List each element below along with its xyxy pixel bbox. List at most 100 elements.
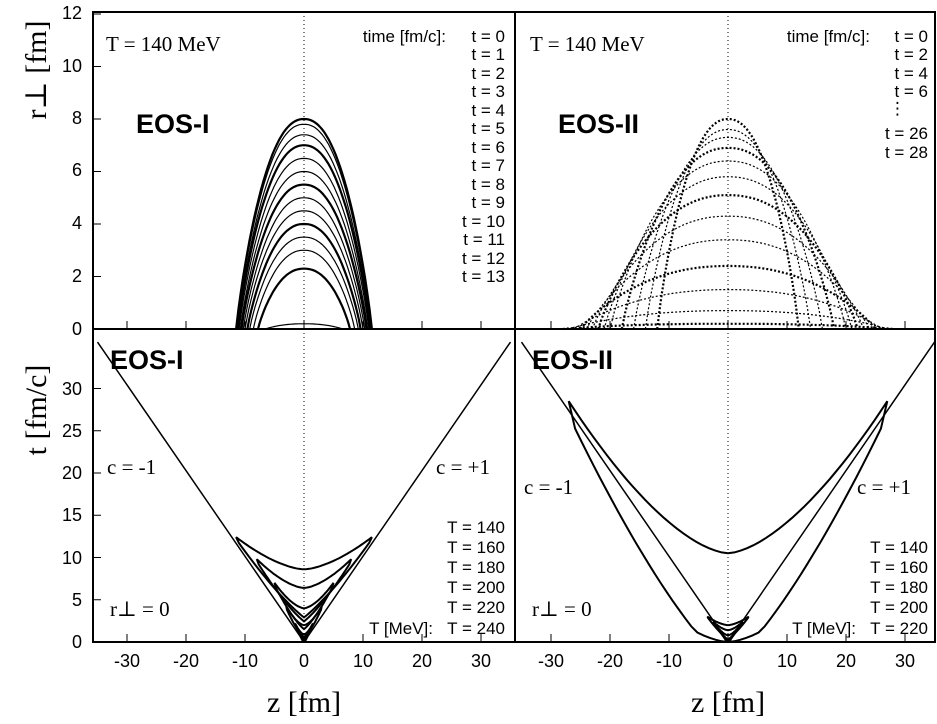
legend-entry: t = 4 <box>894 64 928 83</box>
bottom-y-tick-label: 20 <box>62 463 82 483</box>
expansion-front-eos1 <box>236 144 372 330</box>
expansion-front-eos1 <box>236 123 372 330</box>
legend-header: time [fm/c]: <box>787 27 870 46</box>
panel-title-bottom-right: EOS-II <box>532 345 613 375</box>
x-tick-label: 20 <box>836 651 856 671</box>
light-cone-line <box>303 341 512 643</box>
legend-entry: T = 160 <box>447 538 505 557</box>
legend-entry: t = 0 <box>471 27 505 46</box>
legend-entry: T = 220 <box>870 619 928 638</box>
bottom-y-tick-label: 10 <box>62 548 82 568</box>
panel-frame-top-right <box>514 11 936 330</box>
x-tick-label: 10 <box>353 651 373 671</box>
x-tick-label: 20 <box>412 651 432 671</box>
x-tick-labels-right: -30 -20 -10 0 10 20 30 <box>538 651 915 671</box>
x-axis-label-left: z [fm] <box>267 686 341 719</box>
expansion-front-eos2 <box>568 310 888 330</box>
x-tick-label: 0 <box>299 651 309 671</box>
panel-title-top-left: EOS-I <box>136 109 210 139</box>
top-y-tick-label: 2 <box>72 266 82 286</box>
bottom-y-tick-label: 5 <box>72 590 82 610</box>
legend-entry: t = 6 <box>471 138 505 157</box>
top-y-tick-label: 6 <box>72 160 82 180</box>
legend-entry: t = 1 <box>471 45 505 64</box>
x-tick-label: 0 <box>723 651 733 671</box>
top-y-tick-label: 8 <box>72 108 82 128</box>
legend-entry: t = 2 <box>894 45 928 64</box>
legend-entry: T = 220 <box>447 598 505 617</box>
x-tick-label: -10 <box>232 651 258 671</box>
expansion-front-eos1 <box>238 157 370 330</box>
bottom-y-tick-label: 15 <box>62 505 82 525</box>
x-tick-labels-left: -30 -20 -10 0 10 20 30 <box>114 651 491 671</box>
legend-entry: t = 8 <box>471 175 505 194</box>
expansion-front-eos1 <box>240 183 368 330</box>
chart-marks <box>96 117 936 644</box>
x-tick-label: -30 <box>538 651 564 671</box>
expansion-front-eos2 <box>644 128 812 330</box>
expansion-front-eos2 <box>656 117 800 330</box>
expansion-front-eos1 <box>242 197 366 330</box>
expansion-front-eos1 <box>252 249 356 330</box>
bottom-y-axis-label: t [fm/c] <box>20 365 53 456</box>
x-tick-label: -20 <box>597 651 623 671</box>
light-cone-label-positive: c = +1 <box>857 475 911 499</box>
x-tick-label: 30 <box>895 651 915 671</box>
temperature-label-top-right: T = 140 MeV <box>530 32 645 56</box>
temperature-label-top-left: T = 140 MeV <box>106 32 221 56</box>
expansion-front-eos1 <box>249 236 359 330</box>
expansion-front-eos2 <box>574 289 882 330</box>
isotherm-eos1 <box>298 634 310 643</box>
top-y-tick-label: 12 <box>62 3 82 23</box>
x-tick-label: -30 <box>114 651 140 671</box>
light-cone-line <box>96 341 305 643</box>
expansion-front-eos1 <box>236 134 372 330</box>
legend-entry: t = 13 <box>462 267 505 286</box>
expansion-front-eos2 <box>609 160 847 330</box>
x-tick-label: -10 <box>656 651 682 671</box>
legend-header: T [MeV]: <box>792 619 856 638</box>
x-tick-label: 10 <box>777 651 797 671</box>
x-tick-label: -20 <box>173 651 199 671</box>
bottom-y-tick-label: 30 <box>62 379 82 399</box>
legend-entry: t = 12 <box>462 249 505 268</box>
legend-entry: t = 0 <box>894 27 928 46</box>
legend-entry: t = 6 <box>894 82 928 101</box>
isotherm-eos1 <box>255 558 353 623</box>
legend-entry: t = 9 <box>471 193 505 212</box>
rperp-label: r⊥ = 0 <box>532 597 592 621</box>
legend-entry: T = 140 <box>447 518 505 537</box>
legend-top-right: time [fm/c]: t = 0 t = 2 t = 4 t = 6 ⋮ t… <box>787 27 928 162</box>
isotherm-eos2 <box>722 634 734 643</box>
legend-entry: t = 11 <box>463 230 505 249</box>
legend-entry: t = 28 <box>885 143 928 162</box>
legend-entry: T = 140 <box>870 538 928 557</box>
expansion-front-eos2 <box>620 146 836 330</box>
expansion-front-eos2 <box>603 176 853 330</box>
expansion-front-eos1 <box>256 267 352 330</box>
legend-entry: t = 2 <box>471 64 505 83</box>
legend-entry: T = 160 <box>870 558 928 577</box>
x-axis-label-right: z [fm] <box>691 686 765 719</box>
expansion-front-eos1 <box>244 210 364 330</box>
tick-marks <box>93 13 906 643</box>
legend-bottom-right: T = 140 T = 160 T = 180 T = 200 T = 220 … <box>792 538 928 638</box>
light-cone-line <box>520 341 729 643</box>
legend-top-left: time [fm/c]: t = 0 t = 1 t = 2 t = 3 t =… <box>363 27 505 286</box>
panel-title-top-right: EOS-II <box>558 109 639 139</box>
legend-entry: T = 240 <box>447 619 505 638</box>
light-cone-label-negative: c = -1 <box>524 475 573 499</box>
top-y-tick-label: 10 <box>62 56 82 76</box>
bottom-y-tick-labels: 0 5 10 15 20 25 30 <box>62 379 82 652</box>
top-y-tick-label: 4 <box>72 213 82 233</box>
light-cone-line <box>727 341 936 643</box>
top-y-tick-labels: 0 2 4 6 8 10 12 <box>62 3 82 339</box>
legend-entry: t = 5 <box>471 119 505 138</box>
legend-entry: T = 180 <box>870 578 928 597</box>
rperp-label: r⊥ = 0 <box>110 597 170 621</box>
legend-entry: t = 26 <box>885 124 928 143</box>
top-y-tick-label: 0 <box>72 319 82 339</box>
legend-entry: t = 4 <box>471 101 505 120</box>
legend-header: T [MeV]: <box>369 619 433 638</box>
